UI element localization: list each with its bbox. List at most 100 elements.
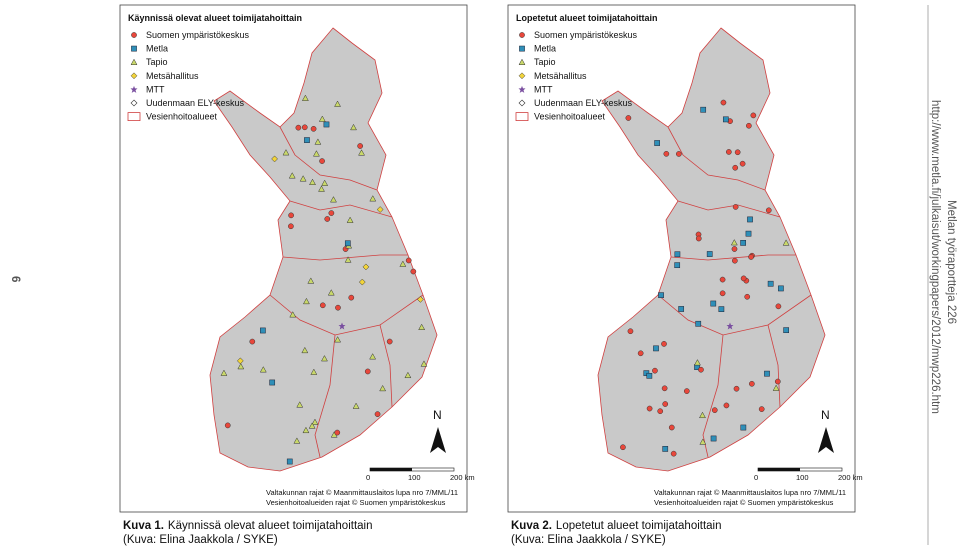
marker-tapio [309, 178, 316, 185]
marker-syke [765, 207, 772, 214]
marker-tapio [321, 355, 328, 362]
marker-metla [767, 280, 774, 287]
marker-tapio [282, 149, 290, 156]
marker-metsahallitus [236, 357, 244, 365]
marker-syke [719, 290, 726, 297]
marker-syke [386, 338, 393, 345]
region-border [702, 334, 724, 458]
marker-tapio [330, 196, 337, 203]
marker-metla [323, 121, 330, 128]
map-figure: Käynnissä olevat alueet toimijatahoittai… [119, 4, 475, 513]
marker-syke [335, 304, 341, 311]
marker-syke [732, 257, 738, 264]
legend-label: Vesienhoitoalueet [534, 112, 606, 122]
marker-mtt [130, 85, 138, 93]
marker-tapio [334, 336, 342, 343]
marker-metla [662, 446, 669, 452]
marker-tapio [404, 371, 412, 379]
marker-tapio [307, 277, 315, 284]
marker-metsahallitus [358, 278, 366, 286]
caption-credit: (Kuva: Elina Jaakkola / SYKE) [123, 534, 278, 546]
marker-tapio [259, 366, 267, 373]
marker-syke [663, 150, 670, 157]
marker-syke [319, 158, 325, 164]
marker-tapio [293, 437, 301, 444]
region-border [670, 254, 796, 261]
marker-tapio [782, 239, 790, 246]
marker-tapio [346, 216, 354, 223]
marker-metla [269, 379, 276, 386]
marker-syke [410, 268, 417, 275]
marker-syke [357, 143, 363, 149]
marker-metsahallitus [518, 72, 526, 80]
marker-metla [710, 300, 717, 307]
marker-tapio [358, 149, 365, 156]
region-border [289, 200, 393, 218]
marker-syke [625, 115, 632, 121]
marker-syke [310, 125, 317, 132]
marker-metla [658, 292, 664, 299]
north-arrow [818, 427, 834, 453]
marker-syke [750, 112, 757, 119]
marker-syke [732, 164, 739, 171]
legend-label: Suomen ympäristökeskus [534, 30, 638, 40]
map-credit: Vesienhoitoalueiden rajat © Suomen ympär… [654, 498, 834, 507]
scale-label: 200 km [838, 473, 863, 482]
region-border [279, 126, 378, 191]
marker-metla [722, 116, 729, 123]
marker-metla [745, 230, 752, 237]
marker-metla [764, 370, 770, 377]
marker-metla [260, 327, 266, 334]
marker-tapio [237, 362, 245, 370]
marker-tapio [418, 323, 426, 330]
marker-syke [374, 411, 381, 418]
marker-syke [288, 223, 294, 230]
marker-syke [348, 294, 355, 301]
marker-metla [747, 216, 753, 223]
marker-metla [646, 372, 653, 379]
marker-ely [130, 99, 138, 107]
marker-tapio [130, 58, 138, 65]
marker-syke [683, 388, 690, 394]
marker-tapio [303, 297, 310, 305]
page-number: 6 [9, 276, 21, 282]
marker-syke [775, 303, 782, 310]
marker-syke [733, 385, 740, 392]
legend-label: Metsähallitus [534, 71, 587, 81]
legend-label: MTT [146, 84, 165, 94]
marker-tapio [308, 422, 316, 429]
marker-syke [695, 235, 702, 242]
marker-tapio [288, 172, 296, 179]
caption-credit: (Kuva: Elina Jaakkola / SYKE) [511, 534, 666, 546]
marker-syke [288, 212, 294, 219]
marker-metla [695, 320, 702, 327]
legend-label: Metla [534, 44, 556, 54]
scale-bar-fill [370, 468, 412, 471]
marker-syke [675, 151, 682, 157]
marker-metla [344, 240, 351, 247]
marker-mtt [518, 85, 526, 93]
marker-syke [249, 338, 256, 345]
marker-metla [304, 137, 310, 143]
marker-tapio [321, 179, 329, 186]
marker-tapio [299, 175, 307, 182]
north-arrow [430, 427, 446, 453]
marker-tapio [352, 402, 360, 409]
marker-metla [700, 106, 707, 113]
marker-syke [131, 32, 137, 38]
scale-label: 0 [754, 473, 758, 482]
marker-metla [654, 140, 660, 146]
legend-label: Vesienhoitoalueet [146, 112, 218, 122]
marker-ely [518, 99, 526, 107]
marker-tapio [420, 360, 428, 367]
marker-syke [662, 401, 669, 407]
marker-metla [678, 306, 685, 312]
marker-syke [661, 385, 668, 392]
url: http://www.metla.fi/julkaisut/workingpap… [929, 100, 941, 414]
marker-syke [748, 380, 755, 387]
scale-label: 100 [408, 473, 421, 482]
marker-syke [657, 408, 664, 415]
marker-tapio [369, 353, 377, 360]
legend-label: Metla [146, 44, 168, 54]
north-label: N [821, 408, 830, 422]
